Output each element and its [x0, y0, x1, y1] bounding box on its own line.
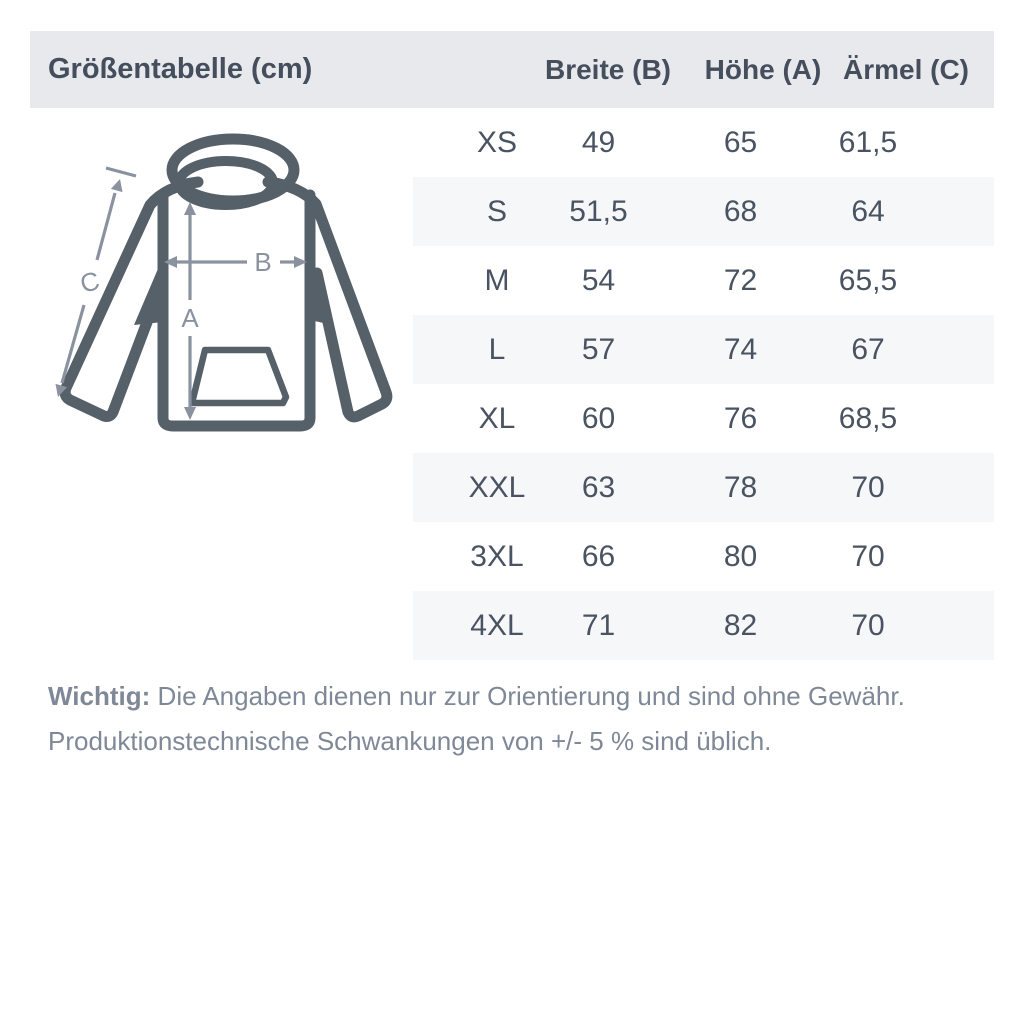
measure-c-arrowhead-down [55, 383, 68, 397]
breite-cell: 66 [581, 540, 616, 573]
size-cell: XL [478, 402, 516, 435]
measure-label-b: B [254, 247, 271, 277]
hood-inner-ring [174, 156, 278, 210]
table-row-xl: XL 60 76 68,5 [413, 384, 994, 453]
measure-c-tick [105, 166, 137, 178]
hoehe-cell: 74 [723, 333, 758, 366]
column-header-aermel: Ärmel (C) [842, 54, 969, 85]
measure-b-arrowhead-left [164, 256, 177, 268]
hoodie-measurement-diagram: A B C [40, 120, 420, 460]
left-underarm [134, 257, 163, 325]
table-row-l: L 57 74 67 [413, 315, 994, 384]
hoodie-left-sleeve [59, 176, 204, 422]
hoehe-cell: 78 [723, 471, 758, 504]
measure-a-arrowhead-down [184, 407, 196, 420]
aermel-cell: 65,5 [838, 264, 898, 297]
disclaimer-line1: Die Angaben dienen nur zur Orientierung … [150, 681, 905, 711]
disclaimer-label: Wichtig: [48, 681, 151, 711]
right-underarm [310, 250, 328, 324]
hoehe-cell: 76 [723, 402, 758, 435]
hoehe-cell: 72 [723, 264, 758, 297]
measure-c-arrowhead-up [110, 179, 123, 193]
size-cell: M [484, 264, 510, 297]
size-cell: XXL [468, 471, 526, 504]
breite-cell: 51,5 [569, 195, 628, 228]
hoehe-cell: 82 [723, 609, 758, 642]
table-row-xs: XS 49 65 61,5 [413, 108, 994, 177]
hoodie-body-outline [157, 189, 316, 432]
hoodie-right-sleeve [262, 176, 393, 423]
size-cell: 3XL [470, 540, 524, 573]
column-header-breite: Breite (B) [544, 54, 671, 85]
page-title: Größentabelle (cm) [48, 53, 313, 85]
table-header-bar: Größentabelle (cm) Breite (B) Höhe (A) Ä… [30, 31, 994, 108]
measure-a-arrowhead-up [184, 202, 196, 215]
hoodie-illustration: A B C [55, 133, 393, 432]
breite-cell: 63 [581, 471, 616, 504]
aermel-cell: 61,5 [838, 126, 898, 159]
aermel-cell: 70 [851, 540, 885, 573]
breite-cell: 71 [581, 609, 616, 642]
hoehe-cell: 68 [723, 195, 758, 228]
breite-cell: 60 [581, 402, 616, 435]
aermel-cell: 67 [851, 333, 885, 366]
size-cell: 4XL [470, 609, 524, 642]
size-cell: S [486, 195, 507, 228]
kangaroo-pocket [188, 346, 290, 407]
disclaimer-line2: Produktionstechnische Schwankungen von +… [48, 726, 772, 756]
size-cell: L [488, 333, 506, 366]
breite-cell: 57 [581, 333, 616, 366]
size-table: XS 49 65 61,5 S 51,5 68 64 M 54 72 65,5 … [413, 108, 994, 660]
aermel-cell: 70 [851, 471, 885, 504]
measure-c-line [95, 192, 117, 261]
hoehe-cell: 80 [723, 540, 758, 573]
aermel-cell: 64 [851, 195, 885, 228]
table-row-xxl: XXL 63 78 70 [413, 453, 994, 522]
size-cell: XS [476, 126, 518, 159]
breite-cell: 54 [581, 264, 616, 297]
table-row-3xl: 3XL 66 80 70 [413, 522, 994, 591]
hoehe-cell: 65 [723, 126, 758, 159]
table-row-s: S 51,5 68 64 [413, 177, 994, 246]
disclaimer-note: Wichtig: Die Angaben dienen nur zur Orie… [48, 674, 978, 764]
column-header-hoehe: Höhe (A) [704, 54, 822, 85]
aermel-cell: 70 [851, 609, 885, 642]
measure-b-arrowhead-right [294, 256, 307, 268]
measure-label-a: A [181, 303, 199, 333]
table-row-m: M 54 72 65,5 [413, 246, 994, 315]
measure-c-line [60, 304, 86, 384]
table-row-4xl: 4XL 71 82 70 [413, 591, 994, 660]
aermel-cell: 68,5 [838, 402, 898, 435]
breite-cell: 49 [581, 126, 616, 159]
measure-label-c: C [77, 265, 102, 299]
